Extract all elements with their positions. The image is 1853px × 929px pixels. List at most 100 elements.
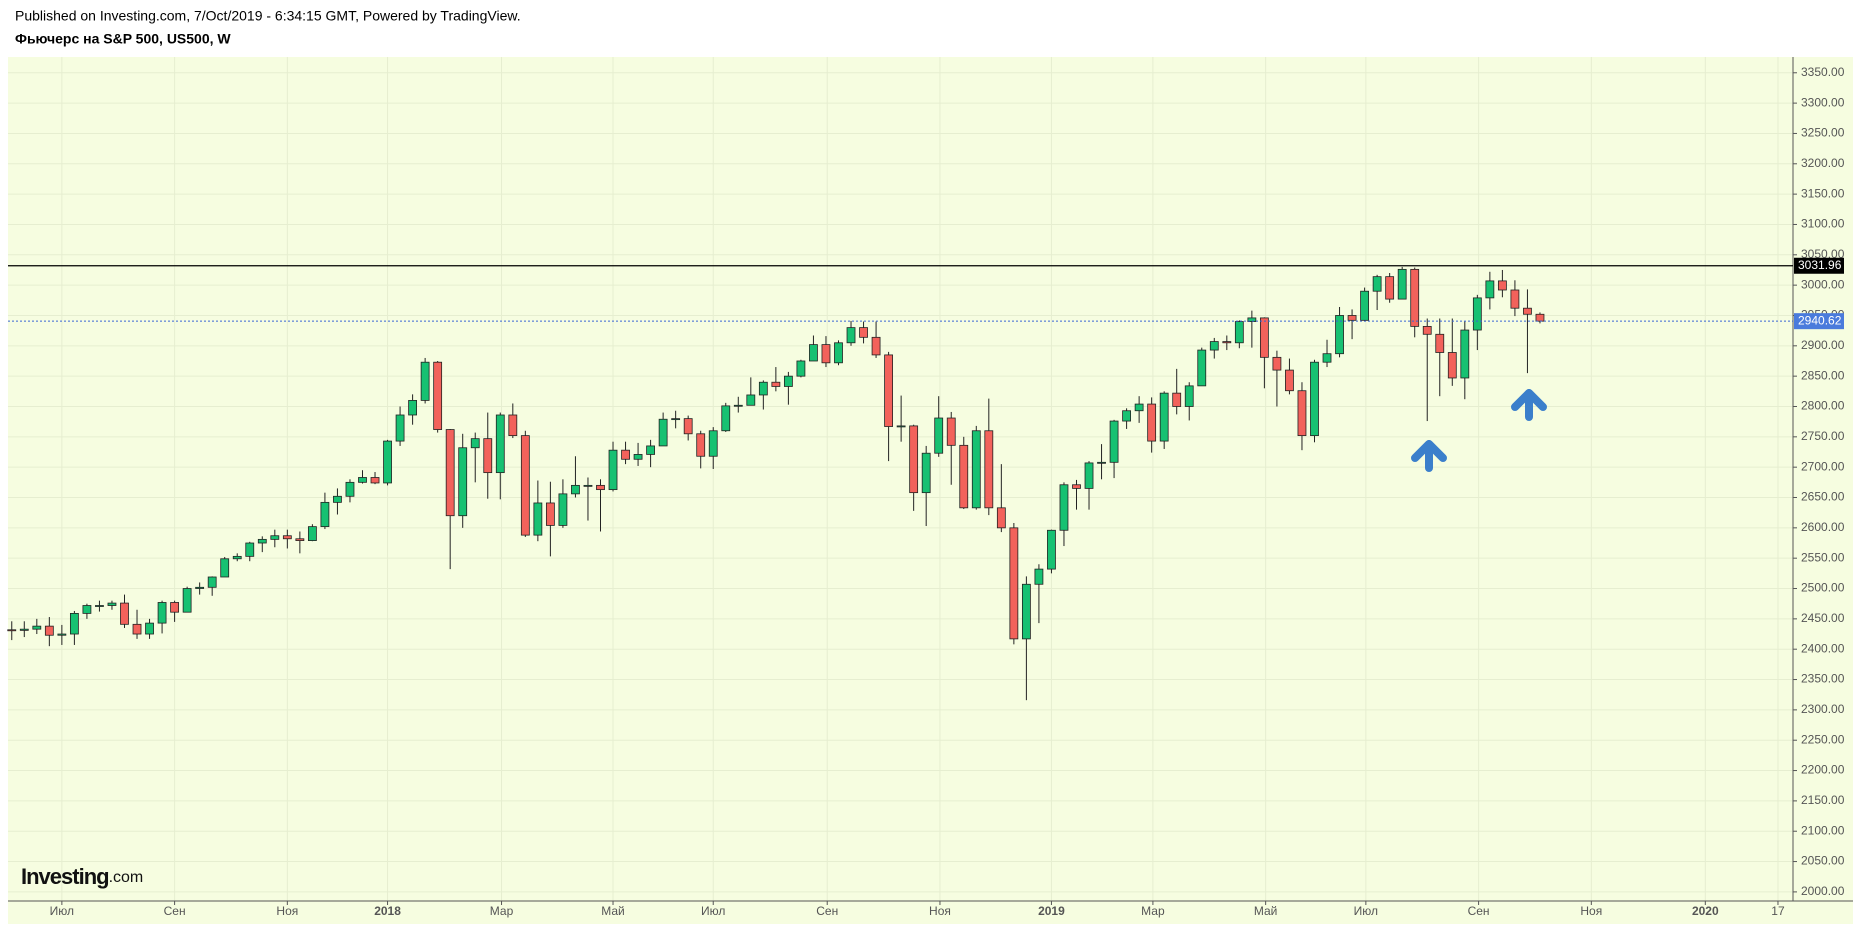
candle-body xyxy=(809,344,818,362)
x-tick-label: 2018 xyxy=(374,904,401,918)
candle-body xyxy=(946,417,956,446)
candle-body xyxy=(1472,297,1482,331)
y-tick-label: 2900.00 xyxy=(1801,338,1845,352)
candle-body xyxy=(220,558,230,578)
y-tick-label: 2800.00 xyxy=(1801,399,1845,413)
candle-body xyxy=(846,327,856,344)
candle-body xyxy=(132,623,142,635)
candle-body xyxy=(1009,527,1019,640)
y-tick-label: 3350.00 xyxy=(1801,65,1845,79)
candle-body xyxy=(1310,361,1319,437)
published-note: Published on Investing.com, 7/Oct/2019 -… xyxy=(15,8,521,24)
candle-body xyxy=(896,425,906,428)
candle-body xyxy=(19,628,29,631)
candle-body xyxy=(358,477,367,483)
candle-body xyxy=(458,447,468,517)
y-tick-label: 2400.00 xyxy=(1801,641,1845,655)
watermark: Investing.com xyxy=(21,864,143,889)
candle-body xyxy=(32,625,42,630)
candles xyxy=(7,266,1545,701)
y-tick-label: 3000.00 xyxy=(1801,277,1845,291)
candle-body xyxy=(1347,315,1357,321)
candle-body xyxy=(295,538,305,541)
candle-body xyxy=(1059,484,1069,531)
candle-body xyxy=(771,381,781,387)
candle-body xyxy=(157,602,167,624)
y-tick-label: 2450.00 xyxy=(1801,611,1845,625)
candle-body xyxy=(1485,280,1495,299)
candle-body xyxy=(1184,385,1194,407)
candle-body xyxy=(1510,289,1520,309)
last-price-label: 2940.62 xyxy=(1798,313,1842,327)
candle-body xyxy=(470,438,480,449)
candle-body xyxy=(545,502,555,526)
candle-body xyxy=(1385,276,1395,300)
x-tick-label: Июл xyxy=(50,904,74,918)
candle-body xyxy=(621,449,630,460)
candle-body xyxy=(1234,321,1244,344)
candle-body xyxy=(1097,461,1106,464)
reference-price-label: 3031.96 xyxy=(1798,258,1842,272)
candle-body xyxy=(1021,583,1031,640)
y-tick-label: 3300.00 xyxy=(1801,95,1845,109)
x-tick-label: Июл xyxy=(701,904,725,918)
candle-body xyxy=(445,429,455,517)
candle-body xyxy=(834,342,843,364)
candle-body xyxy=(646,445,655,455)
candle-body xyxy=(658,418,668,447)
last-price-box xyxy=(1794,313,1844,330)
y-tick-label: 3150.00 xyxy=(1801,186,1845,200)
candle-body xyxy=(383,440,392,484)
candle-body xyxy=(821,344,831,364)
x-tick-label: Июл xyxy=(1354,904,1378,918)
y-tick-label: 2500.00 xyxy=(1801,581,1845,595)
candle-body xyxy=(1410,268,1420,327)
x-tick-label: Ноя xyxy=(1580,904,1602,918)
candle-body xyxy=(984,430,994,509)
candle-body xyxy=(796,360,806,377)
candle-body xyxy=(671,418,681,421)
candle-body xyxy=(395,414,405,442)
candle-body xyxy=(1259,317,1269,358)
candle-body xyxy=(495,414,505,474)
candle-body xyxy=(1122,410,1131,422)
candle-body xyxy=(1159,392,1169,442)
candle-body xyxy=(1197,349,1207,387)
y-tick-label: 2700.00 xyxy=(1801,459,1845,473)
y-tick-label: 2300.00 xyxy=(1801,702,1845,716)
y-tick-label: 2750.00 xyxy=(1801,429,1845,443)
candle-body xyxy=(1397,268,1407,300)
candle-body xyxy=(95,605,104,607)
candle-body xyxy=(345,481,355,497)
x-tick-label: Май xyxy=(1254,904,1278,918)
reference-price-box xyxy=(1794,257,1844,274)
grid xyxy=(8,57,1793,901)
candle-body xyxy=(1335,315,1344,355)
x-tick-label: Мар xyxy=(490,904,514,918)
y-tick-label: 2000.00 xyxy=(1801,884,1845,898)
annotation-arrow xyxy=(1411,440,1447,472)
candle-body xyxy=(207,576,217,588)
candle-body xyxy=(909,425,919,494)
candle-body xyxy=(921,452,931,494)
candle-body xyxy=(746,394,756,406)
y-tick-label: 2850.00 xyxy=(1801,368,1845,382)
candle-body xyxy=(1222,341,1232,344)
y-tick-label: 2050.00 xyxy=(1801,854,1845,868)
candle-body xyxy=(633,454,643,460)
x-tick-label: Мар xyxy=(1141,904,1165,918)
candle-body xyxy=(783,375,793,387)
candle-body xyxy=(320,501,330,528)
candle-body xyxy=(257,538,267,544)
candle-body xyxy=(1435,333,1445,353)
candle-body xyxy=(1072,484,1081,489)
y-tick-label: 2200.00 xyxy=(1801,763,1845,777)
candle-body xyxy=(1109,420,1119,463)
x-tick-label: Ноя xyxy=(276,904,298,918)
candle-body xyxy=(571,484,580,495)
candle-body xyxy=(483,438,493,474)
candle-body xyxy=(195,586,205,589)
candle-body xyxy=(282,535,292,540)
candle-body xyxy=(608,449,618,491)
candle-body xyxy=(1285,369,1294,392)
